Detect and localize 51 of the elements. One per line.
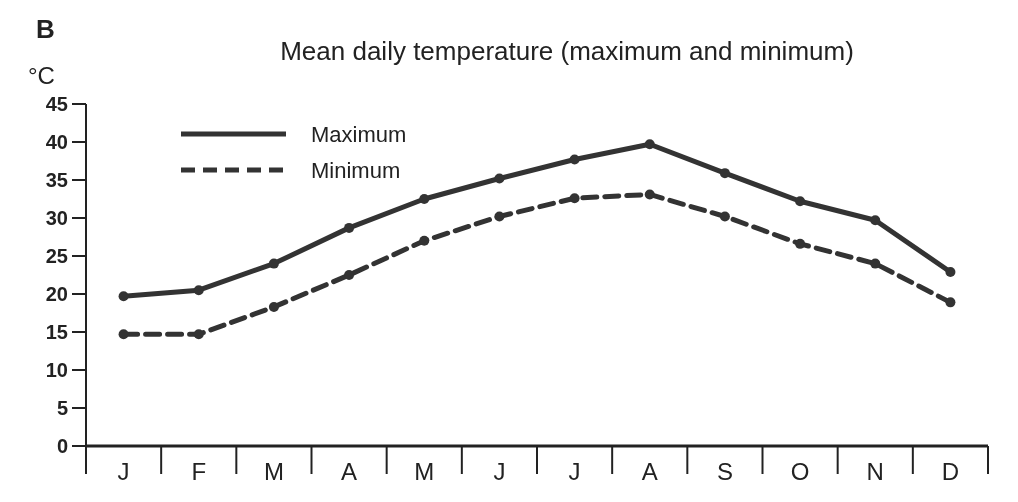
y-tick-label: 5: [56, 397, 68, 419]
chart-title: Mean daily temperature (maximum and minimum): [280, 36, 854, 66]
x-tick-label: J: [117, 458, 130, 485]
y-tick-label: 0: [56, 435, 68, 457]
x-tick-label: O: [790, 458, 810, 485]
point: [569, 193, 580, 204]
x-tick-label: S: [716, 458, 733, 485]
point: [719, 211, 730, 222]
y-axis-title: °C: [28, 62, 55, 89]
point: [945, 266, 956, 277]
legend-label: Minimum: [311, 157, 401, 183]
point: [945, 297, 956, 308]
y-tick-label: 40: [45, 131, 68, 153]
x-tick-label: N: [866, 458, 884, 485]
text: B: [36, 14, 55, 44]
x-tick-label: A: [341, 458, 358, 485]
point: [118, 329, 129, 340]
point: [494, 211, 505, 222]
x-tick-label: J: [493, 458, 506, 485]
point: [268, 258, 279, 269]
point: [569, 154, 580, 165]
y-tick-label: 10: [45, 359, 68, 381]
y-tick-label: 15: [45, 321, 68, 343]
point: [193, 285, 204, 296]
point: [193, 329, 204, 340]
point: [870, 215, 881, 226]
point: [795, 238, 806, 249]
y-tick-label: 35: [45, 169, 68, 191]
y-tick-label: 45: [45, 93, 68, 115]
point: [419, 235, 430, 246]
x-tick-label: F: [191, 458, 207, 485]
y-tick-label: 25: [45, 245, 68, 267]
point: [344, 270, 355, 280]
point: [494, 173, 505, 184]
y-tick-label: 20: [45, 283, 68, 305]
point: [344, 222, 355, 233]
point: [795, 196, 806, 207]
point: [644, 189, 655, 200]
x-tick-label: J: [568, 458, 581, 485]
point: [870, 258, 881, 269]
x-tick-label: D: [941, 458, 960, 485]
point: [644, 139, 655, 150]
x-tick-label: A: [641, 458, 658, 485]
point: [419, 194, 430, 204]
legend-label: Maximum: [311, 121, 407, 147]
point: [118, 291, 129, 302]
x-tick-label: M: [414, 458, 435, 485]
point: [719, 168, 730, 179]
x-tick-label: M: [263, 458, 284, 485]
y-tick-label: 30: [45, 207, 68, 229]
point: [268, 301, 279, 312]
